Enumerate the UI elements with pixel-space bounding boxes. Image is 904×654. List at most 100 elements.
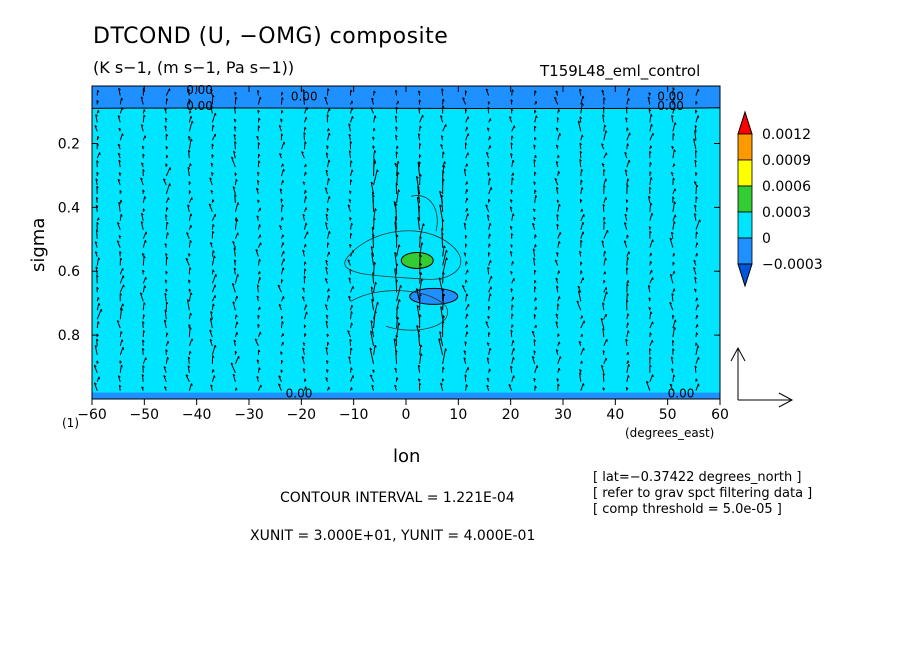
- vector-arrowhead: [349, 216, 352, 220]
- vector-arrowhead: [510, 270, 513, 274]
- vector-arrowhead: [556, 223, 560, 227]
- vector-arrowhead: [535, 324, 537, 328]
- contour-label: 0.00: [186, 83, 213, 97]
- vector-arrowhead: [281, 359, 284, 363]
- vector-arrowhead: [120, 331, 123, 334]
- x-axis-label: lon: [393, 446, 421, 467]
- vector-arrow: [649, 123, 652, 132]
- vector-arrowhead: [140, 292, 143, 295]
- vector-arrowhead: [557, 303, 560, 307]
- vector-arrowhead: [673, 163, 676, 167]
- vector-arrowhead: [605, 178, 608, 182]
- vector-arrowhead: [601, 163, 605, 166]
- vector-arrowhead: [142, 153, 145, 157]
- vector-arrowhead: [583, 347, 585, 351]
- vector-arrow: [603, 339, 608, 347]
- vector-arrowhead: [212, 199, 215, 202]
- vector-arrowhead: [352, 375, 355, 378]
- vector-arrowhead: [442, 271, 445, 275]
- vector-arrowhead: [282, 163, 284, 167]
- vector-arrow: [165, 221, 168, 230]
- vector-arrowhead: [255, 249, 259, 252]
- vector-arrow: [554, 259, 559, 266]
- vector-arrowhead: [535, 297, 537, 300]
- vector-arrowhead: [212, 224, 215, 227]
- vector-arrowhead: [326, 333, 330, 337]
- vector-arrowhead: [165, 163, 168, 166]
- vector-arrow: [419, 114, 424, 123]
- vector-arrowhead: [95, 178, 99, 181]
- vector-arrowhead: [372, 191, 375, 195]
- vector-arrow: [371, 384, 375, 391]
- vector-arrowhead: [374, 208, 377, 211]
- vector-arrowhead: [531, 330, 535, 333]
- vector-arrow: [280, 97, 283, 105]
- vector-arrow: [348, 356, 352, 364]
- vector-arrowhead: [464, 142, 468, 145]
- vector-arrow: [95, 178, 98, 186]
- vector-arrowhead: [487, 315, 491, 319]
- vector-arrowhead: [489, 233, 492, 237]
- vector-arrowhead: [669, 383, 673, 386]
- vector-arrow: [119, 97, 123, 105]
- vector-arrow: [116, 222, 121, 230]
- vector-arrow: [486, 357, 490, 364]
- vector-arrowhead: [237, 232, 239, 236]
- vector-arrowhead: [237, 202, 240, 205]
- vector-arrow: [396, 285, 402, 302]
- vector-arrowhead: [558, 240, 561, 244]
- vector-arrowhead: [420, 344, 423, 348]
- vector-arrowhead: [533, 144, 536, 147]
- vector-arrow: [119, 339, 123, 347]
- vector-arrow: [325, 152, 328, 159]
- vector-arrowhead: [236, 295, 239, 299]
- vector-arrowhead: [555, 90, 559, 93]
- vector-arrow: [280, 267, 284, 275]
- vector-arrowhead: [256, 135, 260, 139]
- vector-arrow: [327, 196, 330, 204]
- vector-arrowhead: [649, 171, 652, 174]
- vector-arrowhead: [579, 142, 583, 146]
- vector-arrowhead: [258, 153, 261, 157]
- vector-arrowhead: [303, 275, 307, 279]
- vector-arrow: [93, 364, 98, 373]
- vector-arrow: [95, 229, 98, 239]
- vector-arrowhead: [395, 349, 398, 353]
- vector-arrowhead: [558, 203, 561, 207]
- vector-arrow: [647, 285, 651, 293]
- vector-arrowhead: [603, 184, 606, 188]
- vector-arrow: [649, 202, 652, 212]
- vector-arrowhead: [232, 373, 236, 377]
- vector-arrow: [348, 134, 352, 141]
- vector-arrowhead: [259, 271, 261, 274]
- vector-arrow: [534, 195, 537, 203]
- vector-arrowhead: [96, 360, 99, 364]
- vector-arrow: [485, 321, 490, 329]
- vector-arrow: [669, 383, 674, 391]
- vector-arrowhead: [651, 340, 654, 343]
- vector-arrowhead: [418, 364, 421, 368]
- vector-arrow: [694, 204, 697, 212]
- vector-arrowhead: [190, 292, 193, 296]
- vector-arrow: [579, 116, 582, 123]
- vector-arrow: [601, 90, 605, 96]
- vector-arrowhead: [394, 268, 397, 271]
- vector-arrow: [508, 384, 513, 391]
- vector-arrowhead: [350, 232, 353, 236]
- vector-arrow: [626, 132, 631, 141]
- vector-arrowhead: [672, 196, 675, 200]
- vector-arrowhead: [696, 324, 699, 327]
- vector-arrow: [510, 329, 513, 338]
- vector-arrowhead: [394, 216, 398, 219]
- vector-arrow: [188, 197, 193, 204]
- vector-arrow: [603, 197, 607, 204]
- vector-arrow: [327, 231, 330, 239]
- vector-arrow: [440, 306, 444, 320]
- vector-arrowhead: [327, 88, 330, 91]
- vector-arrowhead: [325, 377, 329, 380]
- vector-arrowhead: [372, 136, 375, 139]
- vector-arrowhead: [582, 277, 585, 281]
- vector-arrowhead: [351, 304, 354, 308]
- vector-arrowhead: [440, 115, 443, 118]
- vector-arrowhead: [96, 100, 99, 103]
